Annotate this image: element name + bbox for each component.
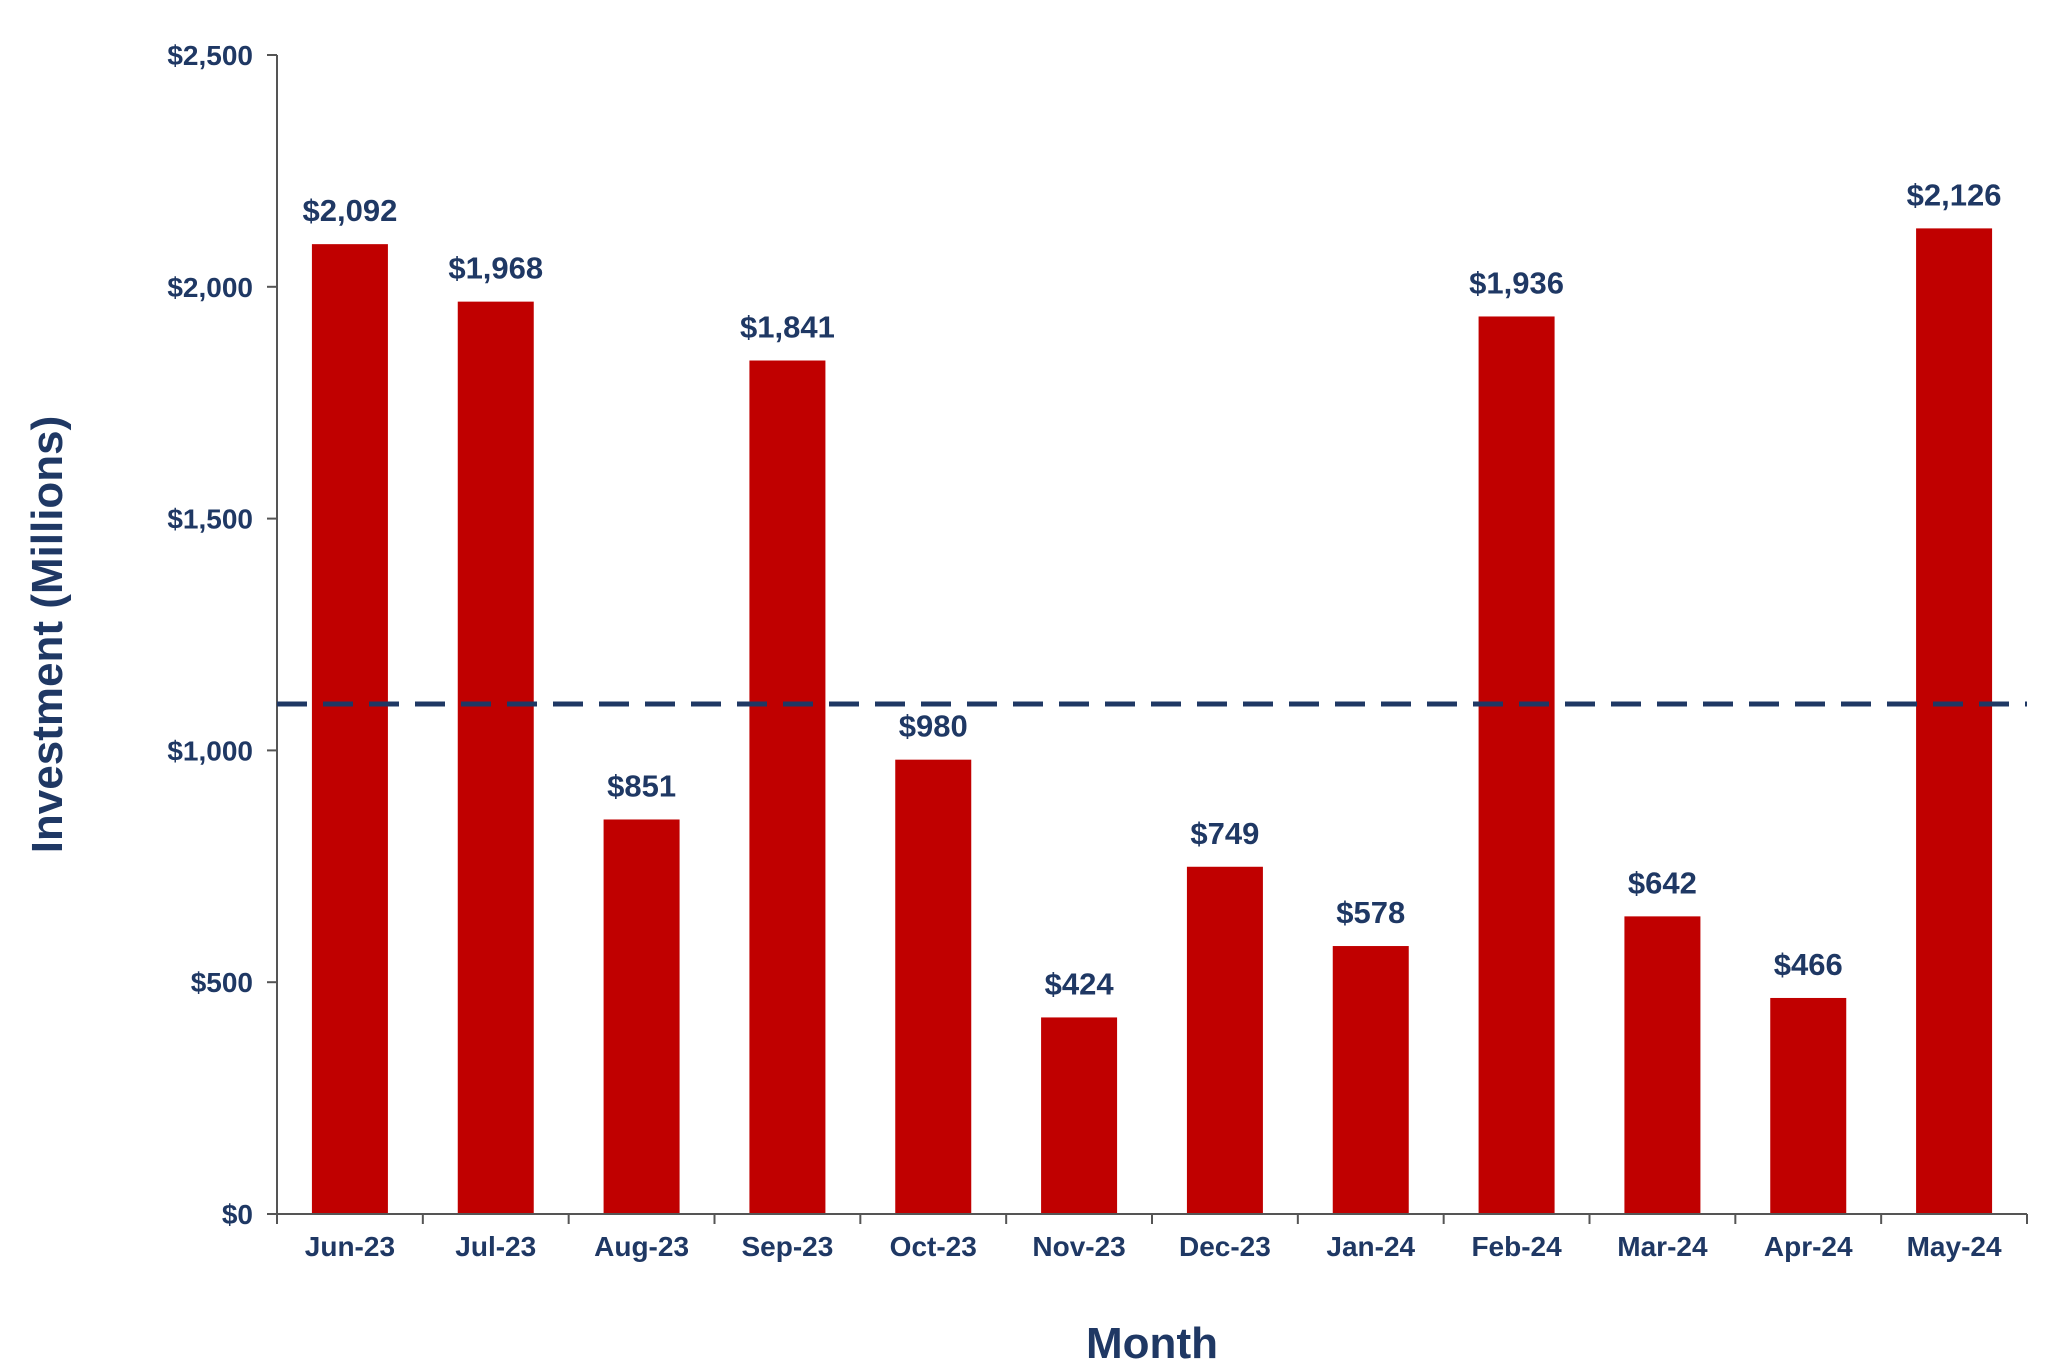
x-axis-title: Month — [1086, 1319, 1218, 1367]
bar — [457, 301, 534, 1214]
data-labels-group: $2,092 $1,968 $851 $1,841 $980 $424 $749 $578 $1… — [303, 177, 2002, 1001]
y-tick-label: $1,000 — [167, 735, 253, 766]
x-axis-ticks: Jun-23 Jul-23 Aug-23 Sep-23 Oct-23 Nov-23 Dec-… — [276, 1214, 2028, 1262]
bar — [749, 360, 826, 1214]
bar — [311, 244, 388, 1214]
x-tick-label: Oct-23 — [890, 1231, 977, 1262]
bar — [1041, 1017, 1118, 1214]
bar — [603, 819, 680, 1214]
bars-group — [311, 228, 1993, 1214]
x-tick-label: Jun-23 — [305, 1231, 395, 1262]
y-tick-label: $500 — [191, 967, 253, 998]
data-label: $2,126 — [1907, 177, 2002, 212]
bar — [1478, 316, 1555, 1214]
data-label: $424 — [1045, 966, 1115, 1001]
bar — [1332, 946, 1409, 1214]
data-label: $2,092 — [303, 193, 398, 228]
x-tick-label: Apr-24 — [1764, 1231, 1853, 1262]
y-tick-label: $2,500 — [167, 40, 253, 71]
data-label: $980 — [899, 709, 968, 744]
data-label: $1,936 — [1469, 265, 1564, 300]
x-tick-label: May-24 — [1907, 1231, 2002, 1262]
y-tick-label: $2,000 — [167, 272, 253, 303]
y-axis-title: Investment (Millions) — [23, 416, 72, 854]
data-label: $851 — [607, 768, 676, 803]
x-tick-label: Aug-23 — [594, 1231, 689, 1262]
y-axis-ticks: $0 $500 $1,000 $1,500 $2,000 $2,500 — [167, 40, 277, 1230]
data-label: $1,841 — [740, 310, 835, 345]
y-tick-label: $1,500 — [167, 504, 253, 535]
y-tick-label: $0 — [222, 1199, 253, 1230]
data-label: $1,968 — [448, 251, 543, 286]
x-tick-label: Jan-24 — [1326, 1231, 1415, 1262]
data-label: $578 — [1336, 895, 1405, 930]
bar — [1916, 228, 1993, 1214]
x-tick-label: Nov-23 — [1032, 1231, 1125, 1262]
x-tick-label: Dec-23 — [1179, 1231, 1271, 1262]
axes-group — [276, 55, 2027, 1215]
x-tick-label: Mar-24 — [1617, 1231, 1708, 1262]
x-tick-label: Feb-24 — [1471, 1231, 1562, 1262]
data-label: $466 — [1774, 947, 1843, 982]
bar — [1186, 866, 1263, 1214]
data-label: $642 — [1628, 865, 1697, 900]
data-label: $749 — [1190, 816, 1259, 851]
x-tick-label: Jul-23 — [455, 1231, 536, 1262]
x-tick-label: Sep-23 — [742, 1231, 834, 1262]
bar — [895, 759, 972, 1214]
bar — [1770, 997, 1847, 1214]
bar — [1624, 916, 1701, 1214]
